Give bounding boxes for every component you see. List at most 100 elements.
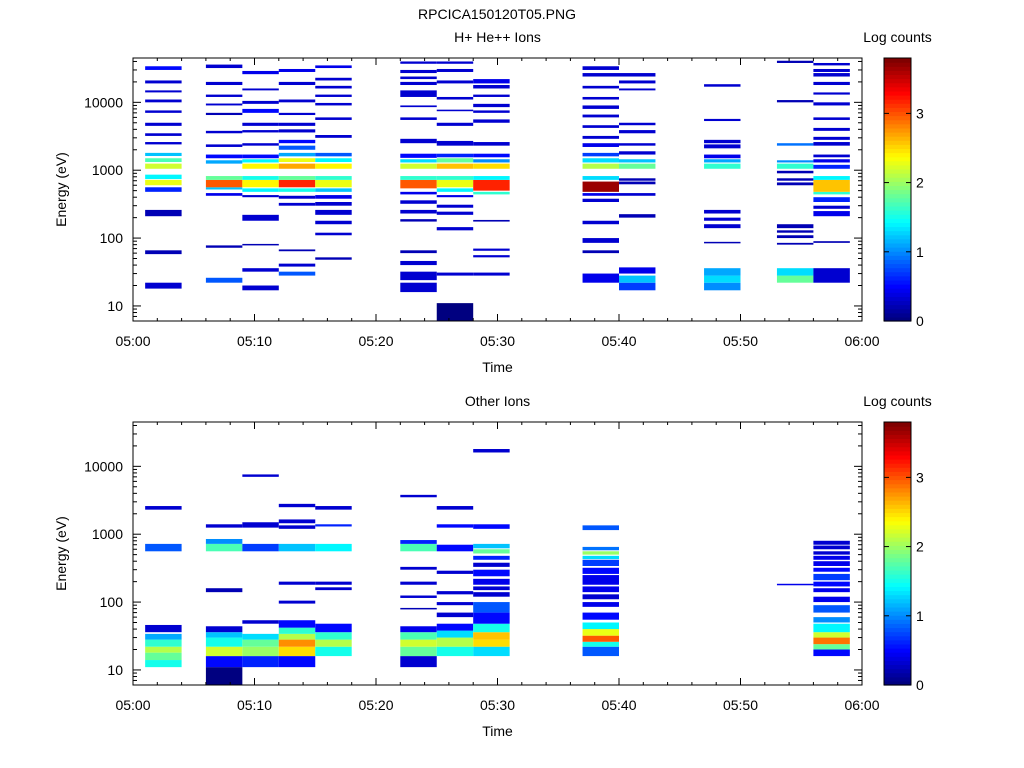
heatmap-cell: [473, 110, 510, 113]
heatmap-cell: [813, 73, 850, 77]
heatmap-cell: [436, 646, 474, 657]
heatmap-cell: [400, 163, 437, 169]
colorbar-segment: [884, 193, 911, 199]
heatmap-cell: [582, 181, 619, 192]
heatmap-cell: [813, 197, 850, 202]
heatmap-cell: [315, 65, 352, 69]
heatmap-cell: [582, 622, 619, 630]
colorbar-segment: [884, 434, 911, 440]
heatmap-cell: [315, 639, 352, 647]
heatmap-cell: [473, 119, 510, 123]
heatmap-cell: [242, 154, 279, 159]
heatmap-cell: [278, 145, 316, 150]
heatmap-cell: [473, 103, 510, 108]
colorbar-segment: [884, 86, 911, 92]
heatmap-cell: [145, 179, 182, 186]
heatmap-cell: [278, 249, 316, 252]
heatmap-cell: [145, 187, 182, 192]
colorbar-segment: [884, 463, 911, 468]
heatmap-cell: [776, 160, 814, 163]
heatmap-cell: [278, 633, 316, 640]
colorbar-segment: [884, 426, 911, 431]
figure-title: RPCICA150120T05.PNG: [418, 6, 576, 22]
heatmap-cell: [278, 581, 316, 585]
heatmap-cell: [315, 188, 352, 192]
heatmap-cell: [278, 202, 316, 206]
heatmap-cell: [205, 632, 243, 638]
colorbar-segment: [884, 271, 911, 277]
colorbar-segment: [884, 594, 911, 600]
colorbar-segment: [884, 201, 911, 207]
colorbar-segment: [884, 177, 911, 182]
heatmap-cell: [242, 100, 279, 104]
colorbar-segment: [884, 144, 911, 150]
panel-h-he-ions: 05:00 05:10 05:20 05:30 05:40 05:50 06:0010100…: [53, 29, 932, 375]
heatmap-cell: [278, 158, 316, 163]
colorbar-segment: [884, 545, 911, 550]
heatmap-cell: [242, 143, 279, 146]
heatmap-cell: [813, 555, 850, 560]
colorbar: Log counts 0 1 2 3: [863, 29, 932, 329]
heatmap-cell: [205, 245, 243, 248]
heatmap-cell: [242, 646, 279, 657]
heatmap-cell: [582, 143, 619, 147]
x-tick-label: 05:10: [237, 697, 272, 713]
heatmap-cell: [205, 656, 243, 668]
heatmap-cell: [436, 612, 474, 618]
heatmap-cell: [582, 198, 619, 202]
heatmap-cell: [436, 211, 474, 215]
x-tick-label: 05:50: [723, 333, 758, 349]
colorbar-segment: [884, 524, 911, 530]
heatmap-cell: [278, 99, 316, 103]
heatmap-cell: [704, 209, 741, 214]
heatmap-cell: [619, 163, 656, 169]
heatmap-cell: [242, 179, 279, 188]
colorbar-segment: [884, 123, 911, 129]
heatmap-cell: [278, 112, 316, 116]
heatmap-cell: [315, 632, 352, 640]
heatmap-cell: [704, 118, 741, 122]
colorbar-title: Log counts: [863, 393, 932, 409]
colorbar-segment: [884, 136, 911, 141]
colorbar-segment: [884, 226, 911, 232]
colorbar-segment: [884, 623, 911, 629]
colorbar-segment: [884, 78, 911, 84]
heatmap-cell: [704, 268, 741, 276]
colorbar-segment: [884, 296, 911, 302]
heatmap-cell: [278, 179, 316, 188]
heatmap-cell: [813, 540, 850, 545]
heatmap-cell: [436, 61, 474, 64]
heatmap-cell: [619, 282, 656, 291]
colorbar-segment: [884, 643, 911, 649]
heatmap-cell: [205, 94, 243, 97]
heatmap-cell: [704, 139, 741, 144]
heatmap-cell: [436, 68, 474, 72]
colorbar-segment: [884, 82, 911, 88]
colorbar-segment: [884, 316, 911, 322]
colorbar-segment: [884, 656, 911, 661]
heatmap-cell: [242, 639, 279, 647]
heatmap-cell: [813, 164, 850, 169]
heatmap-cell: [582, 85, 619, 89]
heatmap-cell: [145, 99, 182, 103]
heatmap-cell: [145, 646, 182, 653]
heatmap-cell: [145, 142, 182, 145]
heatmap-cell: [619, 73, 656, 77]
heatmap-cell: [400, 179, 437, 189]
colorbar-segment: [884, 103, 911, 108]
heatmap-cell: [400, 219, 437, 222]
heatmap-cell: [582, 546, 619, 551]
heatmap-cell: [813, 268, 850, 283]
heatmap-cell: [813, 159, 850, 163]
heatmap-cell: [315, 543, 352, 552]
heatmap-cell: [582, 105, 619, 109]
x-tick-label: 05:40: [601, 697, 636, 713]
heatmap-cell: [278, 163, 316, 169]
heatmap-cell: [436, 544, 474, 552]
heatmap-cell: [776, 224, 814, 229]
colorbar-segment: [884, 127, 911, 133]
heatmap-cell: [436, 140, 474, 146]
heatmap-cell: [813, 211, 850, 217]
heatmap-cell: [278, 627, 316, 634]
colorbar-segment: [884, 131, 911, 137]
